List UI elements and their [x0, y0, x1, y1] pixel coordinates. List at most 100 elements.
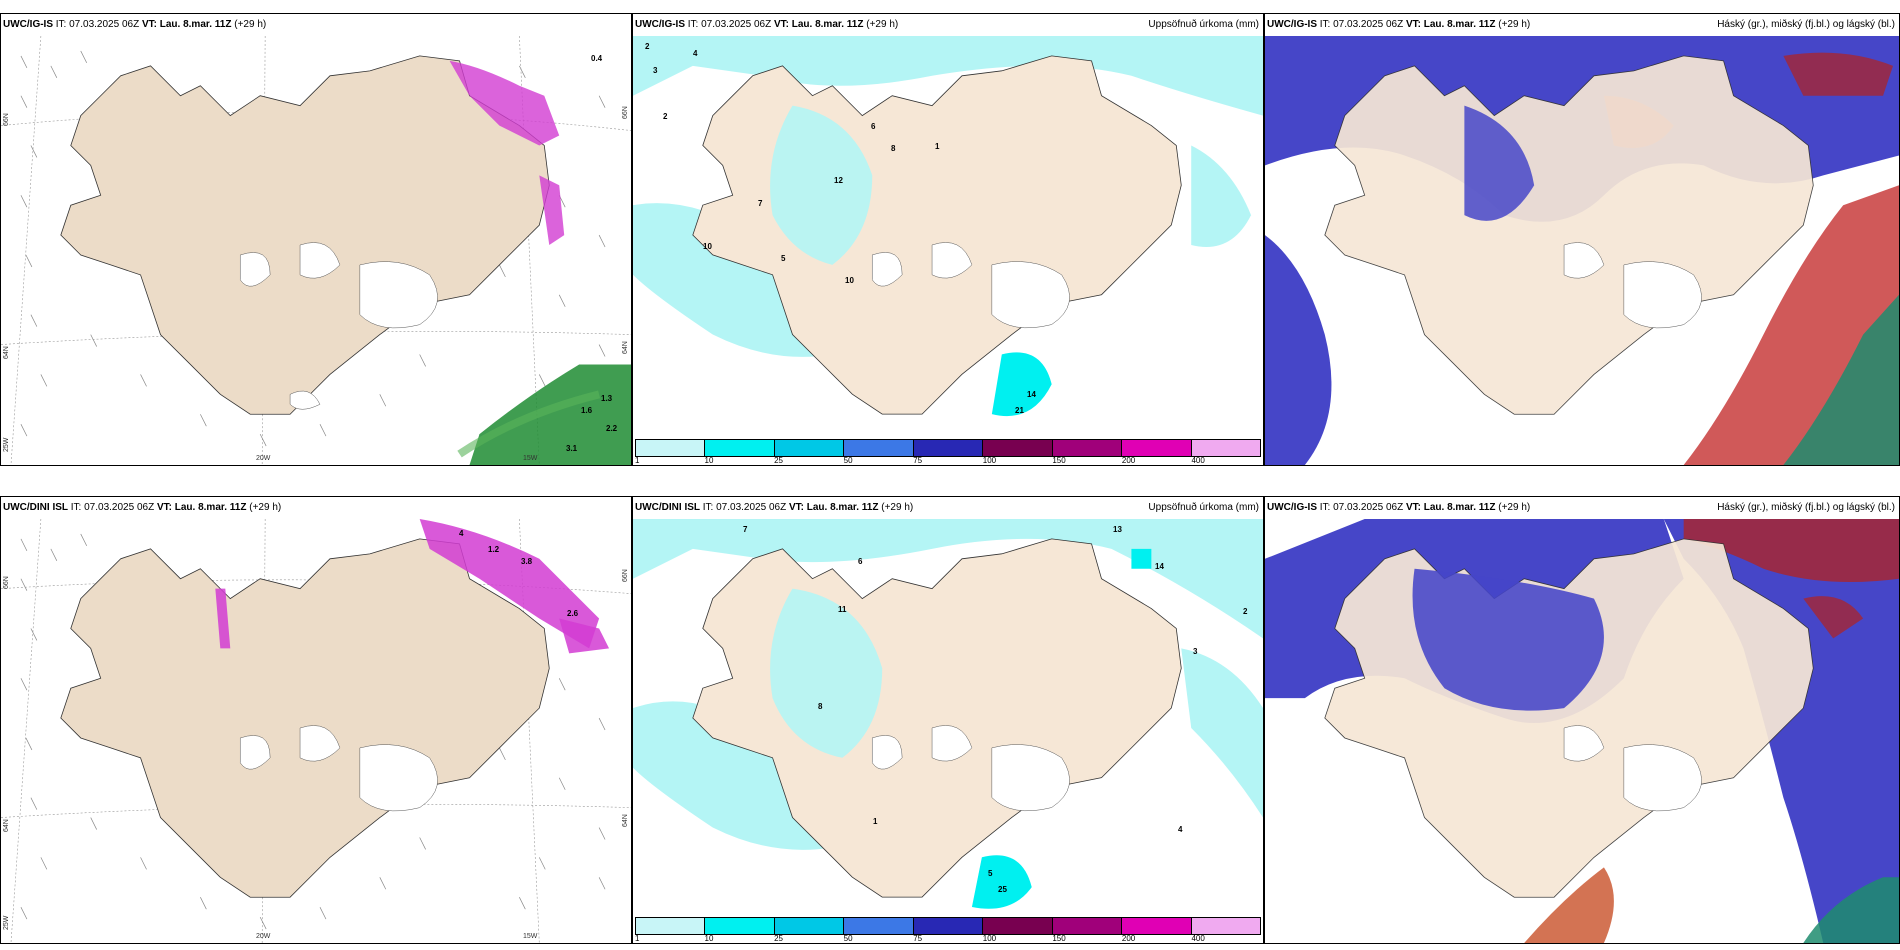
legend-swatch — [705, 918, 775, 934]
legend-label: 150 — [1052, 934, 1066, 943]
lon-label-20w: 20W — [256, 455, 271, 462]
value-label: 13 — [1113, 525, 1122, 534]
legend-label: 75 — [913, 456, 923, 465]
legend-swatch — [1052, 918, 1123, 934]
lead-time: (+29 h) — [234, 19, 267, 30]
lat-label-64n-right: 64N — [622, 341, 629, 354]
map-svg — [1, 519, 631, 943]
lon-label-15w: 15W — [523, 933, 538, 940]
legend-labels: 1 10 25 50 75 100 150 200 400 — [635, 934, 1261, 943]
value-label: 3.8 — [521, 557, 533, 566]
map-panel-dini-precip: UWC/DINI ISL IT: 07.03.2025 06Z VT: Lau.… — [632, 496, 1264, 944]
precip-legend: 1 10 25 50 75 100 150 200 400 — [633, 437, 1263, 465]
precip-area — [633, 519, 1263, 639]
legend-label: 150 — [1052, 456, 1066, 465]
value-label: 5 — [988, 869, 993, 878]
lat-label-66n: 66N — [3, 113, 10, 126]
map-panel-ig-wind: UWC/IG-IS IT: 07.03.2025 06Z VT: Lau. 8.… — [0, 13, 632, 466]
legend-swatch — [636, 440, 706, 456]
value-label: 1.3 — [601, 394, 613, 403]
low-cloud-area-west — [1265, 235, 1332, 465]
legend-label: 25 — [774, 456, 784, 465]
value-label: 5 — [781, 254, 786, 263]
lead-time: (+29 h) — [881, 502, 914, 513]
it-label: IT: — [55, 19, 67, 30]
vt-value: Lau. 8.mar. 11Z — [806, 502, 879, 513]
lat-label-64n-right: 64N — [622, 814, 629, 827]
legend-swatch — [1122, 440, 1192, 456]
value-label: 10 — [703, 242, 712, 251]
legend-colorbar — [635, 917, 1261, 935]
glaciers — [1563, 242, 1702, 329]
glaciers — [871, 242, 1070, 329]
value-label: 4 — [693, 49, 698, 58]
lon-label-25w: 25W — [3, 437, 10, 452]
panel-header: UWC/IG-IS IT: 07.03.2025 06Z VT: Lau. 8.… — [1265, 14, 1899, 36]
map-panel-dini-cloud: UWC/IG-IS IT: 07.03.2025 06Z VT: Lau. 8.… — [1264, 496, 1900, 944]
value-label: 14 — [1027, 390, 1036, 399]
precip-area-south — [971, 855, 1032, 909]
mid-cloud-area — [1803, 877, 1899, 943]
model-name: UWC/IG-IS — [3, 19, 53, 30]
vt-value: Lau. 8.mar. 11Z — [174, 502, 247, 513]
value-label: 14 — [1155, 562, 1164, 571]
value-label: 2.6 — [567, 609, 579, 618]
value-label: 8 — [818, 702, 823, 711]
precip-area — [633, 36, 1263, 116]
vt-value: Lau. 8.mar. 11Z — [1423, 502, 1496, 513]
model-name: UWC/DINI ISL — [635, 502, 700, 513]
value-label: 1.6 — [581, 406, 593, 415]
legend-label: 25 — [774, 934, 784, 943]
legend-swatch — [913, 440, 984, 456]
legend-swatch — [705, 440, 775, 456]
precip-legend: 1 10 25 50 75 100 150 200 400 — [633, 915, 1263, 943]
legend-label: 1 — [635, 456, 640, 465]
vt-value: Lau. 8.mar. 11Z — [159, 19, 232, 30]
value-label: 3 — [1193, 647, 1198, 656]
legend-swatch — [913, 918, 984, 934]
legend-label: 400 — [1191, 934, 1205, 943]
legend-swatch — [1191, 440, 1260, 456]
value-label: 10 — [845, 276, 854, 285]
legend-label: 10 — [704, 456, 714, 465]
map-svg — [633, 36, 1263, 437]
legend-label: 100 — [982, 934, 997, 943]
panel-title: Uppsöfnuð úrkoma (mm) — [1148, 19, 1259, 30]
map-area — [1, 519, 631, 943]
glaciers — [239, 242, 438, 410]
high-cloud-ne — [1683, 519, 1899, 583]
value-label: 7 — [743, 525, 748, 534]
panel-title: Háský (gr.), miðský (fj.bl.) og lágský (… — [1717, 502, 1895, 513]
value-label: 3 — [653, 66, 658, 75]
map-area — [1265, 519, 1899, 943]
it-value: 07.03.2025 06Z — [701, 19, 772, 30]
value-label: 3.1 — [566, 444, 578, 453]
precip-area-east — [1181, 648, 1263, 818]
sleet-area — [419, 519, 600, 649]
value-label: 1.2 — [488, 545, 500, 554]
lon-label-15w: 15W — [523, 455, 538, 462]
it-label: IT: — [1319, 19, 1331, 30]
legend-swatch — [774, 918, 845, 934]
high-cloud-south — [1524, 867, 1614, 943]
legend-swatch — [983, 918, 1053, 934]
value-label: 6 — [871, 122, 876, 131]
map-area — [1, 36, 631, 465]
vt-label: VT: — [788, 502, 804, 513]
value-label: 6 — [858, 557, 863, 566]
vt-label: VT: — [1405, 19, 1421, 30]
lon-label-20w: 20W — [256, 933, 271, 940]
value-label: 1 — [873, 817, 878, 826]
lat-label-66n-right: 66N — [622, 569, 629, 582]
rain-area — [469, 364, 631, 465]
map-panel-ig-precip: UWC/IG-IS IT: 07.03.2025 06Z VT: Lau. 8.… — [632, 13, 1264, 466]
value-label: 11 — [838, 605, 847, 614]
legend-label: 75 — [913, 934, 923, 943]
vt-label: VT: — [141, 19, 157, 30]
legend-label: 50 — [843, 934, 853, 943]
legend-label: 50 — [843, 456, 853, 465]
panel-header: UWC/DINI ISL IT: 07.03.2025 06Z VT: Lau.… — [633, 497, 1263, 519]
sleet-area-east — [559, 618, 610, 654]
map-svg — [633, 519, 1263, 915]
vt-label: VT: — [773, 19, 789, 30]
